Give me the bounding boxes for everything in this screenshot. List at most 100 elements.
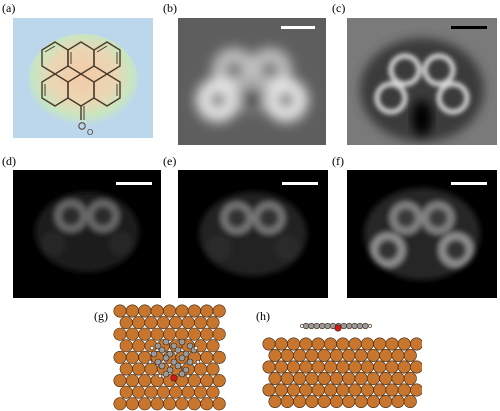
copper-atom	[113, 374, 127, 388]
copper-atom	[280, 371, 294, 385]
copper-atom	[200, 397, 214, 411]
copper-atom	[293, 395, 307, 409]
copper-atom	[391, 395, 405, 409]
panel-d-sim	[13, 170, 161, 298]
copper-atom	[187, 397, 201, 411]
copper-atom	[385, 383, 399, 397]
copper-atom	[354, 395, 368, 409]
copper-atom	[305, 395, 319, 409]
copper-atom	[113, 350, 127, 364]
copper-atom	[144, 316, 158, 330]
copper-atom	[299, 337, 313, 351]
copper-atom	[311, 360, 325, 374]
copper-atom	[366, 371, 380, 385]
copper-atom	[410, 360, 422, 374]
copper-atom	[293, 371, 307, 385]
carbon-atom	[351, 322, 358, 330]
copper-atom	[262, 337, 276, 351]
carbon-atom	[182, 366, 190, 374]
copper-atom	[194, 362, 208, 376]
carbon-atom	[324, 322, 331, 330]
copper-atom	[311, 337, 325, 351]
copper-atom	[379, 395, 393, 409]
copper-atom	[212, 374, 226, 388]
copper-atom	[323, 360, 337, 374]
carbon-atom	[170, 342, 178, 350]
copper-atom	[163, 397, 177, 411]
panel-e-sim	[178, 170, 328, 298]
copper-atom	[348, 337, 362, 351]
copper-atom	[287, 383, 301, 397]
copper-atom	[206, 339, 220, 353]
carbon-atom	[340, 322, 347, 330]
copper-atom	[268, 371, 282, 385]
copper-atom	[280, 348, 294, 362]
oxygen-atom-marker	[78, 122, 86, 130]
hydrogen-atom	[300, 324, 304, 328]
copper-atom	[150, 304, 164, 318]
copper-atom	[385, 337, 399, 351]
panel-h-side-view	[262, 316, 422, 411]
copper-atom	[175, 327, 189, 341]
ring-bonds	[41, 41, 121, 120]
copper-atom	[360, 360, 374, 374]
hydrogen-atom	[185, 373, 191, 379]
copper-atom	[366, 395, 380, 409]
copper-atom	[119, 339, 133, 353]
copper-atom	[317, 348, 331, 362]
carbon-atom	[162, 338, 170, 346]
copper-atom	[305, 371, 319, 385]
oxygen-atom	[170, 374, 178, 382]
copper-atom	[113, 304, 127, 318]
copper-atom	[125, 304, 139, 318]
copper-atom	[293, 348, 307, 362]
copper-atom	[330, 395, 344, 409]
carbon-atom	[313, 322, 320, 330]
copper-atom	[144, 362, 158, 376]
copper-atom	[113, 327, 127, 341]
molecule-diagram: O	[13, 18, 153, 138]
copper-atom	[373, 360, 387, 374]
carbon-atom	[150, 350, 158, 358]
copper-atom	[342, 348, 356, 362]
copper-atom	[212, 397, 226, 411]
copper-atom	[125, 374, 139, 388]
copper-atom	[317, 395, 331, 409]
copper-atom	[125, 350, 139, 364]
copper-atom	[206, 385, 220, 399]
carbon-atom	[182, 350, 190, 358]
copper-atom	[119, 362, 133, 376]
copper-atom	[132, 339, 146, 353]
copper-atom	[163, 304, 177, 318]
panel-label-c: (c)	[332, 1, 346, 15]
copper-atom	[175, 397, 189, 411]
copper-atom	[262, 383, 276, 397]
copper-atom	[397, 383, 411, 397]
copper-atom	[305, 348, 319, 362]
copper-atom	[342, 371, 356, 385]
double-bonds	[44, 45, 118, 120]
carbon-atom	[346, 322, 353, 330]
copper-atom	[187, 304, 201, 318]
copper-atom	[175, 304, 189, 318]
panel-c-afm	[347, 18, 497, 145]
carbon-atom	[362, 322, 369, 330]
copper-atom	[113, 397, 127, 411]
copper-atom	[119, 385, 133, 399]
copper-atom	[330, 348, 344, 362]
copper-atom	[169, 316, 183, 330]
copper-atom	[385, 360, 399, 374]
copper-atom	[299, 360, 313, 374]
copper-atom	[194, 385, 208, 399]
copper-atom	[181, 316, 195, 330]
copper-atom	[262, 360, 276, 374]
copper-atom	[336, 337, 350, 351]
copper-atom	[366, 348, 380, 362]
scalebar-e	[282, 182, 318, 185]
hydrogen-atom	[195, 359, 201, 365]
copper-atom	[119, 316, 133, 330]
copper-atom	[379, 371, 393, 385]
oxygen-label: O	[87, 128, 93, 137]
carbon-atom	[154, 358, 162, 366]
carbon-atom	[178, 370, 186, 378]
